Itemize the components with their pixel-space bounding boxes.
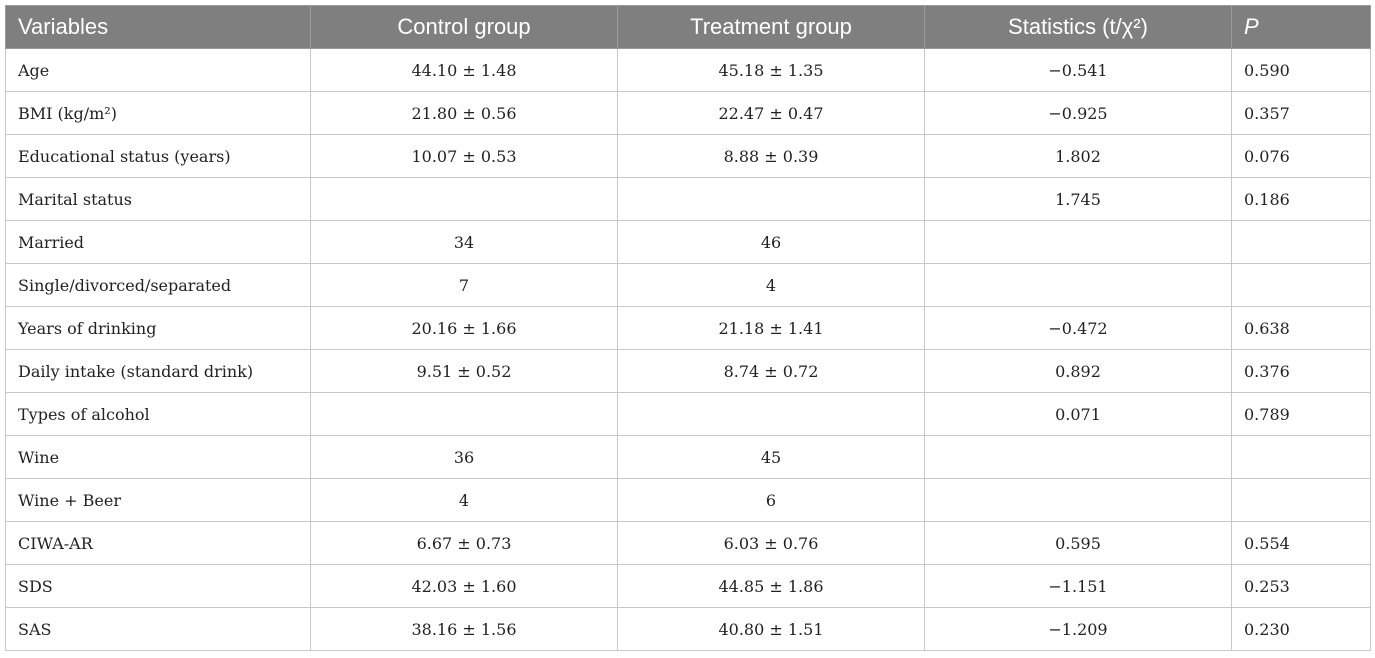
cell-variable: Types of alcohol xyxy=(5,392,311,436)
table-row: SDS 42.03 ± 1.60 44.85 ± 1.86 −1.151 0.253 xyxy=(5,564,1371,608)
cell-statistic: −0.925 xyxy=(924,91,1232,135)
table-row: SAS 38.16 ± 1.56 40.80 ± 1.51 −1.209 0.230 xyxy=(5,607,1371,651)
header-control-group: Control group xyxy=(310,5,618,49)
cell-variable: Wine xyxy=(5,435,311,479)
cell-treatment: 40.80 ± 1.51 xyxy=(617,607,925,651)
cell-p: 0.357 xyxy=(1231,91,1371,135)
table-body: Age 44.10 ± 1.48 45.18 ± 1.35 −0.541 0.590 BM… xyxy=(5,48,1371,651)
cell-statistic: 0.071 xyxy=(924,392,1232,436)
header-row: Variables Control group Treatment group … xyxy=(5,5,1371,49)
cell-treatment: 6.03 ± 0.76 xyxy=(617,521,925,565)
table-row: Marital status 1.745 0.186 xyxy=(5,177,1371,221)
cell-p: 0.590 xyxy=(1231,48,1371,92)
table-row: Years of drinking 20.16 ± 1.66 21.18 ± 1.4… xyxy=(5,306,1371,350)
table-row: Daily intake (standard drink) 9.51 ± 0.52… xyxy=(5,349,1371,393)
cell-control: 34 xyxy=(310,220,618,264)
cell-control: 42.03 ± 1.60 xyxy=(310,564,618,608)
cell-control: 6.67 ± 0.73 xyxy=(310,521,618,565)
cell-p: 0.253 xyxy=(1231,564,1371,608)
cell-variable: Educational status (years) xyxy=(5,134,311,178)
cell-p: 0.789 xyxy=(1231,392,1371,436)
cell-statistic xyxy=(924,435,1232,479)
table-row: Wine + Beer 4 6 xyxy=(5,478,1371,522)
table-header: Variables Control group Treatment group … xyxy=(5,5,1371,49)
cell-statistic: −0.472 xyxy=(924,306,1232,350)
cell-p: 0.076 xyxy=(1231,134,1371,178)
table-row: Age 44.10 ± 1.48 45.18 ± 1.35 −0.541 0.590 xyxy=(5,48,1371,92)
cell-statistic: 0.595 xyxy=(924,521,1232,565)
cell-control: 21.80 ± 0.56 xyxy=(310,91,618,135)
cell-control: 38.16 ± 1.56 xyxy=(310,607,618,651)
cell-variable: Years of drinking xyxy=(5,306,311,350)
cell-control xyxy=(310,392,618,436)
cell-statistic: −0.541 xyxy=(924,48,1232,92)
cell-statistic: −1.151 xyxy=(924,564,1232,608)
cell-variable: SDS xyxy=(5,564,311,608)
cell-p: 0.638 xyxy=(1231,306,1371,350)
cell-treatment: 46 xyxy=(617,220,925,264)
cell-control: 4 xyxy=(310,478,618,522)
cell-p: 0.230 xyxy=(1231,607,1371,651)
cell-statistic xyxy=(924,478,1232,522)
cell-treatment: 8.74 ± 0.72 xyxy=(617,349,925,393)
cell-p xyxy=(1231,263,1371,307)
header-p: P xyxy=(1231,5,1371,49)
header-variables: Variables xyxy=(5,5,311,49)
cell-treatment: 21.18 ± 1.41 xyxy=(617,306,925,350)
cell-treatment: 45.18 ± 1.35 xyxy=(617,48,925,92)
table-row: BMI (kg/m²) 21.80 ± 0.56 22.47 ± 0.47 −0.92… xyxy=(5,91,1371,135)
cell-statistic: 1.802 xyxy=(924,134,1232,178)
baseline-characteristics-table: Variables Control group Treatment group … xyxy=(5,5,1371,651)
cell-variable: CIWA-AR xyxy=(5,521,311,565)
cell-treatment: 22.47 ± 0.47 xyxy=(617,91,925,135)
cell-control: 7 xyxy=(310,263,618,307)
table-row: Wine 36 45 xyxy=(5,435,1371,479)
cell-treatment xyxy=(617,392,925,436)
cell-statistic xyxy=(924,220,1232,264)
cell-variable: Daily intake (standard drink) xyxy=(5,349,311,393)
cell-variable: Married xyxy=(5,220,311,264)
cell-variable: Wine + Beer xyxy=(5,478,311,522)
cell-control: 20.16 ± 1.66 xyxy=(310,306,618,350)
cell-statistic: 1.745 xyxy=(924,177,1232,221)
cell-variable: BMI (kg/m²) xyxy=(5,91,311,135)
cell-variable: Age xyxy=(5,48,311,92)
cell-p: 0.376 xyxy=(1231,349,1371,393)
cell-p xyxy=(1231,478,1371,522)
header-treatment-group: Treatment group xyxy=(617,5,925,49)
cell-statistic: −1.209 xyxy=(924,607,1232,651)
cell-control: 9.51 ± 0.52 xyxy=(310,349,618,393)
header-statistics: Statistics (t/χ²) xyxy=(924,5,1232,49)
cell-variable: Single/divorced/separated xyxy=(5,263,311,307)
table-row: Married 34 46 xyxy=(5,220,1371,264)
cell-p xyxy=(1231,220,1371,264)
cell-treatment: 44.85 ± 1.86 xyxy=(617,564,925,608)
cell-statistic: 0.892 xyxy=(924,349,1232,393)
cell-control: 36 xyxy=(310,435,618,479)
cell-treatment: 45 xyxy=(617,435,925,479)
cell-p xyxy=(1231,435,1371,479)
cell-control: 10.07 ± 0.53 xyxy=(310,134,618,178)
cell-treatment xyxy=(617,177,925,221)
table-row: CIWA-AR 6.67 ± 0.73 6.03 ± 0.76 0.595 0.554 xyxy=(5,521,1371,565)
cell-variable: Marital status xyxy=(5,177,311,221)
table-row: Single/divorced/separated 7 4 xyxy=(5,263,1371,307)
cell-control xyxy=(310,177,618,221)
cell-treatment: 8.88 ± 0.39 xyxy=(617,134,925,178)
cell-variable: SAS xyxy=(5,607,311,651)
cell-statistic xyxy=(924,263,1232,307)
table-row: Educational status (years) 10.07 ± 0.53 8.… xyxy=(5,134,1371,178)
cell-p: 0.186 xyxy=(1231,177,1371,221)
cell-treatment: 6 xyxy=(617,478,925,522)
cell-control: 44.10 ± 1.48 xyxy=(310,48,618,92)
data-table-container: Variables Control group Treatment group … xyxy=(5,5,1371,653)
table-row: Types of alcohol 0.071 0.789 xyxy=(5,392,1371,436)
cell-treatment: 4 xyxy=(617,263,925,307)
cell-p: 0.554 xyxy=(1231,521,1371,565)
